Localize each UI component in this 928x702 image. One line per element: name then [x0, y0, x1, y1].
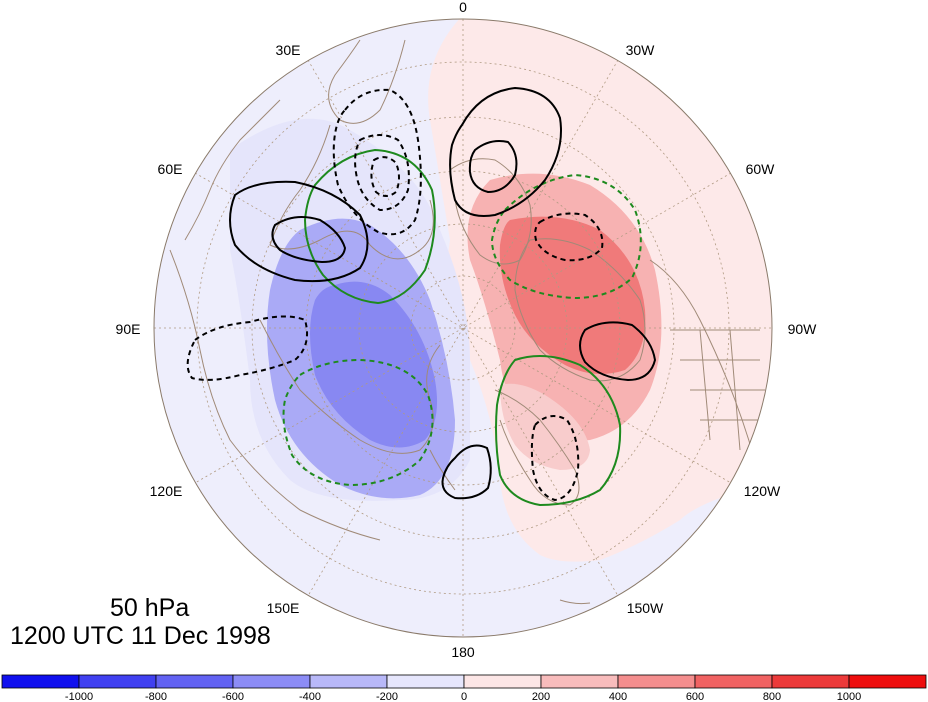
colorbar-tick-label: 200: [532, 691, 550, 702]
colorbar-tick-label: 1000: [837, 691, 861, 702]
meridian-60e-120w: [194, 172, 732, 484]
colorbar: -1000 -800 -600 -400 -200 0 200 400 600 800 1000: [1, 674, 927, 702]
coast-pacific-islands: [429, 449, 591, 605]
lon-label-180: 180: [451, 644, 475, 660]
lon-label-30w: 30W: [626, 42, 656, 58]
coastlines: [169, 39, 765, 605]
coast-canada-arctic: [514, 238, 646, 382]
colorbar-swatch: [848, 674, 927, 689]
colorbar-tick-label: 400: [609, 691, 627, 702]
colorbar-swatch: [386, 674, 465, 689]
longitude-labels: 0 30W 60W 90W 120W 150W 180 150E 120E 90…: [116, 0, 818, 660]
colorbar-tick-label: 0: [461, 691, 467, 702]
colorbar-swatch: [232, 674, 311, 689]
lon-label-120e: 120E: [150, 483, 183, 499]
colorbar-swatch: [540, 674, 619, 689]
lon-label-90w: 90W: [788, 321, 818, 337]
black-contour-greenland-outer: [449, 86, 562, 217]
black-dashed-contour-scandinavia-outer: [332, 88, 422, 236]
black-dashed-contour-baffin: [534, 212, 604, 262]
black-contour-kara-inner: [271, 215, 347, 264]
lon-label-90e: 90E: [116, 321, 141, 337]
coast-asia-south: [169, 249, 381, 541]
meridian-30e-150w: [307, 59, 619, 597]
colorbar-swatch: [694, 674, 773, 689]
colorbar-swatch: [617, 674, 696, 689]
colorbar-tick-label: -200: [376, 691, 398, 702]
coast-scandinavia: [328, 39, 406, 124]
colorbar-tick-label: -800: [145, 691, 167, 702]
coast-north-america: [649, 259, 761, 481]
pressure-level-label: 50 hPa: [110, 594, 190, 622]
lon-label-30e: 30E: [276, 42, 301, 58]
colorbar-tick-label: -600: [222, 691, 244, 702]
green-contour-dashed-siberia: [282, 358, 434, 487]
lon-label-60w: 60W: [746, 161, 776, 177]
green-contour-solid-eurasia: [303, 148, 436, 305]
black-contour-greenland-inner: [468, 140, 518, 194]
colorbar-tick-label: 800: [763, 691, 781, 702]
coast-europe: [184, 99, 281, 241]
lon-label-150w: 150W: [627, 600, 664, 616]
colorbar-swatch: [1, 674, 80, 689]
lon-label-150e: 150E: [267, 600, 300, 616]
lon-label-60e: 60E: [158, 161, 183, 177]
colorbar-swatch: [771, 674, 850, 689]
black-dashed-contour-alaska: [530, 415, 580, 502]
black-dashed-contour-scandinavia-inner: [370, 156, 400, 197]
black-contour-kara-outer: [229, 180, 369, 283]
colorbar-tick-label: -400: [299, 691, 321, 702]
lon-label-120w: 120W: [744, 483, 781, 499]
black-contour-hudson: [579, 321, 657, 382]
green-contour-dashed-canada: [490, 173, 642, 300]
coast-alaska: [494, 389, 580, 506]
map-boundary: [153, 18, 773, 638]
coast-us-states-grid: [670, 329, 765, 451]
colorbar-tick-label: -1000: [65, 691, 93, 702]
coast-siberia-north: [269, 124, 434, 260]
green-contour-solid-pacific: [495, 355, 622, 507]
black-contour-bering: [441, 444, 492, 500]
meridian-30w-150e: [307, 59, 619, 597]
shading-negative-600: [310, 281, 438, 448]
contours: [186, 86, 657, 507]
black-dashed-contour-central-asia: [186, 315, 308, 381]
shading-positive-600: [499, 216, 646, 374]
colorbar-swatch: [309, 674, 388, 689]
colorbar-swatch: [463, 674, 542, 689]
valid-time-label: 1200 UTC 11 Dec 1998: [10, 622, 271, 650]
black-dashed-contour-scandinavia-mid: [354, 134, 410, 212]
colorbar-swatch: [78, 674, 157, 689]
coast-greenland: [449, 158, 532, 265]
colorbar-tick-label: 600: [686, 691, 704, 702]
colorbar-swatch: [155, 674, 234, 689]
lon-label-0: 0: [459, 0, 467, 15]
